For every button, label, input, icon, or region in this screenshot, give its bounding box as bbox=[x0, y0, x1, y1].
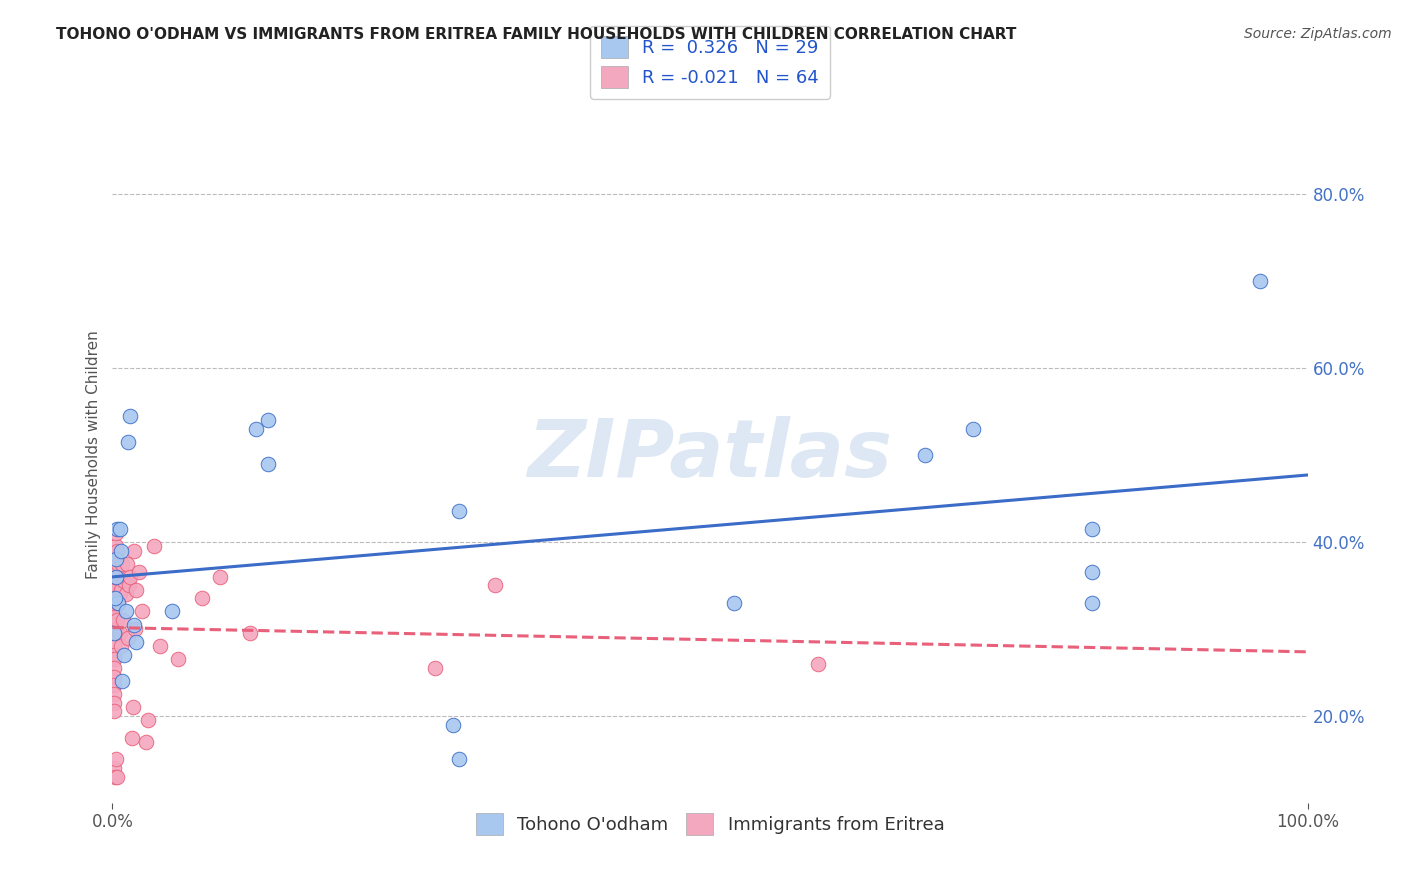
Point bbox=[245, 422, 267, 436]
Point bbox=[114, 605, 136, 619]
Point bbox=[114, 648, 135, 662]
Y-axis label: Family Households with Children: Family Households with Children bbox=[86, 331, 101, 579]
Point bbox=[103, 761, 125, 775]
Point bbox=[447, 504, 470, 518]
Point bbox=[110, 582, 132, 597]
Point bbox=[104, 578, 127, 592]
Point bbox=[110, 639, 132, 653]
Point bbox=[105, 552, 128, 566]
Text: ZIPatlas: ZIPatlas bbox=[527, 416, 893, 494]
Point bbox=[962, 422, 984, 436]
Point bbox=[125, 635, 148, 649]
Point bbox=[914, 448, 936, 462]
Point bbox=[121, 731, 143, 745]
Point bbox=[162, 605, 183, 619]
Point bbox=[104, 570, 127, 584]
Point bbox=[484, 578, 506, 592]
Point bbox=[143, 539, 166, 553]
Point bbox=[167, 652, 190, 666]
Point bbox=[105, 526, 128, 541]
Point bbox=[257, 413, 280, 427]
Point bbox=[111, 557, 134, 571]
Point bbox=[103, 678, 125, 692]
Point bbox=[103, 661, 125, 675]
Text: Source: ZipAtlas.com: Source: ZipAtlas.com bbox=[1244, 27, 1392, 41]
Point bbox=[117, 434, 139, 449]
Point bbox=[105, 770, 128, 784]
Point bbox=[110, 543, 132, 558]
Point bbox=[103, 600, 125, 615]
Point bbox=[103, 605, 125, 619]
Point bbox=[105, 543, 128, 558]
Point bbox=[107, 557, 129, 571]
Legend: Tohono O'odham, Immigrants from Eritrea: Tohono O'odham, Immigrants from Eritrea bbox=[468, 806, 952, 842]
Point bbox=[104, 587, 127, 601]
Point bbox=[103, 652, 125, 666]
Point bbox=[105, 539, 128, 553]
Point bbox=[447, 752, 470, 766]
Point bbox=[120, 409, 142, 423]
Point bbox=[257, 457, 280, 471]
Point bbox=[807, 657, 830, 671]
Point bbox=[104, 770, 127, 784]
Point bbox=[128, 566, 150, 580]
Point bbox=[121, 700, 143, 714]
Point bbox=[191, 591, 214, 606]
Point bbox=[104, 561, 127, 575]
Point bbox=[441, 717, 464, 731]
Point bbox=[138, 713, 160, 727]
Point bbox=[103, 696, 125, 710]
Point bbox=[103, 617, 125, 632]
Point bbox=[107, 596, 129, 610]
Point bbox=[118, 578, 141, 592]
Point bbox=[108, 522, 131, 536]
Point bbox=[103, 670, 125, 684]
Point bbox=[103, 582, 125, 597]
Point bbox=[108, 626, 131, 640]
Point bbox=[103, 705, 125, 719]
Point bbox=[108, 587, 131, 601]
Point bbox=[104, 591, 127, 606]
Point bbox=[103, 574, 125, 588]
Point bbox=[425, 661, 447, 675]
Point bbox=[124, 622, 146, 636]
Point bbox=[149, 639, 172, 653]
Point bbox=[122, 543, 145, 558]
Point bbox=[1081, 566, 1104, 580]
Point bbox=[105, 622, 128, 636]
Point bbox=[103, 639, 125, 653]
Point bbox=[105, 570, 128, 584]
Point bbox=[111, 674, 134, 689]
Point bbox=[1081, 596, 1104, 610]
Point bbox=[103, 626, 125, 640]
Point bbox=[723, 596, 745, 610]
Point bbox=[114, 574, 135, 588]
Point bbox=[105, 522, 128, 536]
Point bbox=[117, 631, 139, 645]
Point bbox=[131, 605, 153, 619]
Point bbox=[107, 596, 129, 610]
Point bbox=[1249, 274, 1271, 288]
Point bbox=[1081, 522, 1104, 536]
Point bbox=[105, 613, 128, 627]
Text: TOHONO O'ODHAM VS IMMIGRANTS FROM ERITREA FAMILY HOUSEHOLDS WITH CHILDREN CORREL: TOHONO O'ODHAM VS IMMIGRANTS FROM ERITRE… bbox=[56, 27, 1017, 42]
Point bbox=[135, 735, 157, 749]
Point bbox=[103, 596, 125, 610]
Point bbox=[114, 587, 136, 601]
Point bbox=[103, 648, 125, 662]
Point bbox=[115, 557, 138, 571]
Point bbox=[112, 613, 135, 627]
Point bbox=[103, 626, 125, 640]
Point bbox=[209, 570, 232, 584]
Point bbox=[125, 582, 148, 597]
Point bbox=[239, 626, 262, 640]
Point bbox=[107, 570, 129, 584]
Point bbox=[120, 570, 142, 584]
Point bbox=[103, 608, 125, 623]
Point bbox=[103, 591, 125, 606]
Point bbox=[103, 687, 125, 701]
Point bbox=[105, 752, 128, 766]
Point bbox=[122, 617, 145, 632]
